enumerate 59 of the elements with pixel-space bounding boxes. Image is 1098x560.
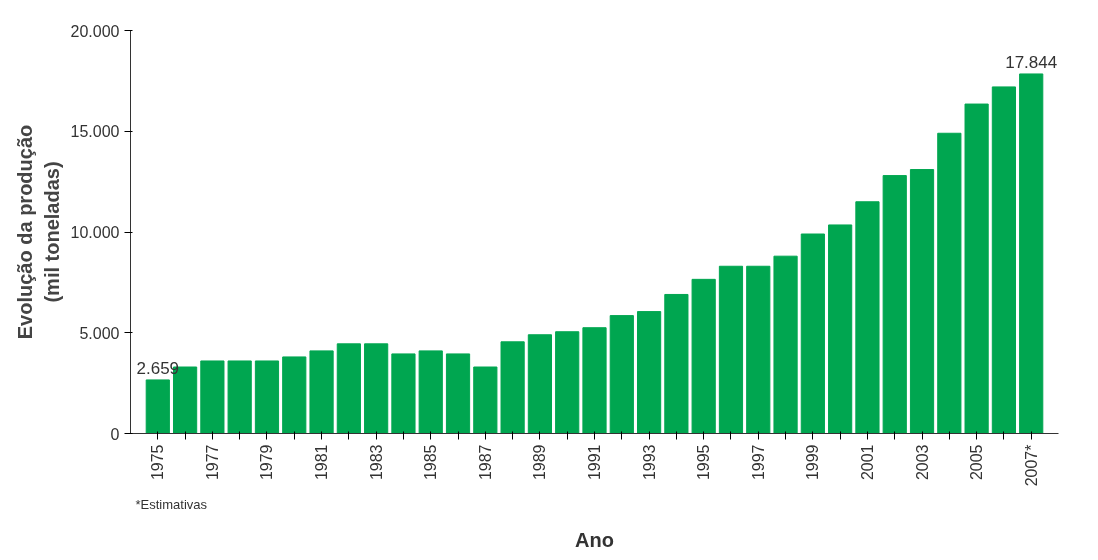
bar [691,278,716,434]
bar [800,233,825,434]
bar [746,265,771,434]
x-tick-label: 1991 [586,444,603,481]
x-axis-title: Ano [575,528,614,551]
bar [254,360,280,434]
bar [882,175,907,434]
x-tick-label: 1979 [258,444,276,481]
bar [1019,73,1044,434]
y-tick-label: 0 [110,425,120,443]
bar [964,103,989,434]
bar [909,169,935,434]
bar [500,341,525,434]
bar [336,343,361,434]
bar [828,224,853,434]
x-tick-label: 1989 [531,444,549,481]
x-tick-label: 1987 [476,444,494,481]
bar [527,334,553,434]
bar [473,366,498,434]
bar [718,265,744,434]
x-tick-label: 1993 [640,444,658,481]
bar [282,356,307,434]
y-axis-title: Evolução da produção (mil toneladas) [14,124,63,340]
x-tick-label: 1995 [695,444,713,481]
x-tick-label: 2001 [858,444,876,481]
bar [227,360,252,434]
x-tick-label: 2005 [968,444,986,481]
bar [418,350,443,434]
bar [391,353,416,434]
x-tick-label: 1977 [203,444,221,481]
bar [991,86,1017,434]
bar [364,343,389,434]
bar [145,379,170,434]
x-tick-label: 1975 [149,444,167,481]
bar [445,353,471,434]
bar [636,311,662,434]
bar [937,132,962,434]
y-tick-label: 20.000 [70,22,120,40]
data-label: 2.659 [136,358,180,378]
bar [664,293,689,434]
y-tick-label: 10.000 [70,224,120,241]
x-tick-label: 1985 [422,444,440,481]
bar [309,350,334,434]
x-tick-label: 2007* [1022,444,1040,487]
x-tick-label: 2003 [913,444,931,481]
x-tick-label: 1997 [749,444,767,481]
bar [773,255,798,434]
data-label: 17.844 [1005,52,1058,72]
bar [855,201,880,434]
y-tick-label: 15.000 [70,123,120,141]
bar [555,331,580,434]
bar [582,327,607,434]
x-tick-label: 1983 [367,444,385,481]
text: *Estimativas [135,496,208,512]
bar [200,360,225,434]
y-tick-label: 5.000 [79,324,120,342]
x-tick-label: 1981 [313,444,331,481]
x-tick-label: 1999 [804,444,822,481]
bar [609,315,634,434]
